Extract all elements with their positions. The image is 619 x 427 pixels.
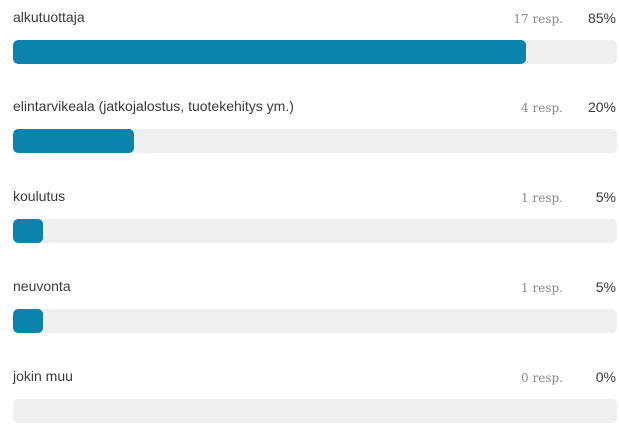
option-label: jokin muu <box>13 368 73 384</box>
progress-track <box>13 40 617 64</box>
option-label: alkutuottaja <box>13 9 85 25</box>
option-label: neuvonta <box>13 278 71 294</box>
result-row-elintarvikeala: elintarvikeala (jatkojalostus, tuotekehi… <box>0 97 619 157</box>
progress-fill <box>13 309 44 333</box>
percentage: 5% <box>595 279 616 295</box>
progress-fill <box>13 40 527 64</box>
result-row-alkutuottaja: alkutuottaja 17 resp. 85% <box>0 8 619 68</box>
response-count: 0 resp. <box>521 371 563 385</box>
percentage: 5% <box>595 189 616 205</box>
percentage: 20% <box>587 99 616 115</box>
response-count: 4 resp. <box>521 101 563 115</box>
progress-fill <box>13 129 134 153</box>
progress-track <box>13 309 617 333</box>
response-count: 1 resp. <box>521 191 563 205</box>
progress-track <box>13 129 617 153</box>
result-row-neuvonta: neuvonta 1 resp. 5% <box>0 277 619 337</box>
result-row-koulutus: koulutus 1 resp. 5% <box>0 187 619 247</box>
progress-track <box>13 219 617 243</box>
result-row-jokin-muu: jokin muu 0 resp. 0% <box>0 367 619 427</box>
progress-fill <box>13 219 44 243</box>
percentage: 0% <box>595 369 616 385</box>
response-count: 1 resp. <box>521 281 563 295</box>
percentage: 85% <box>587 10 616 26</box>
response-count: 17 resp. <box>513 12 563 26</box>
option-label: elintarvikeala (jatkojalostus, tuotekehi… <box>13 98 294 114</box>
option-label: koulutus <box>13 188 66 204</box>
progress-track <box>13 399 617 423</box>
